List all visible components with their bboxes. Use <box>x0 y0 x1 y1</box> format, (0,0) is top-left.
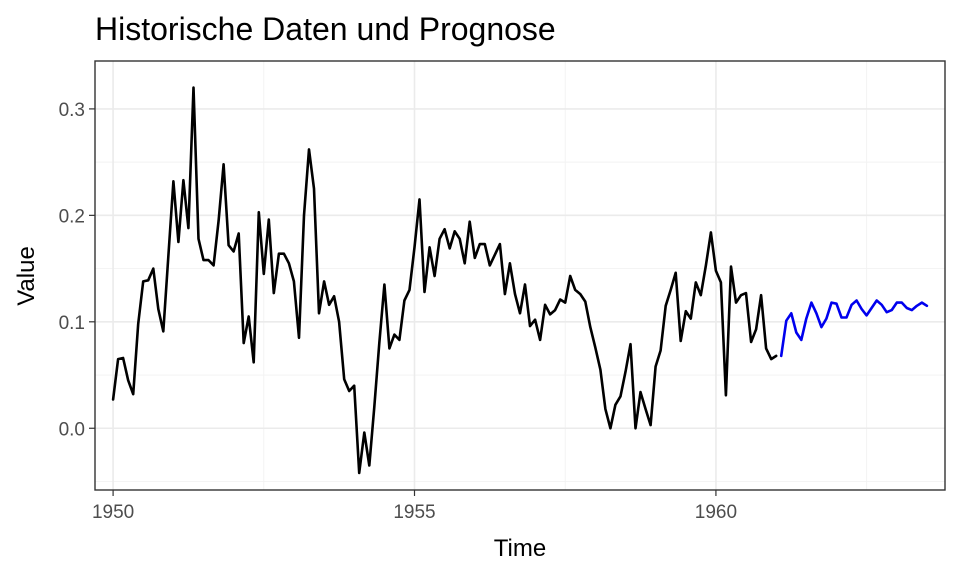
forecast-series-line <box>779 299 929 358</box>
x-tick-label: 1955 <box>393 502 435 523</box>
y-tick-label: 0.1 <box>59 313 85 334</box>
y-tick-label: 0.3 <box>59 100 85 121</box>
axis-layer: 1950 1955 1960 0.0 0.1 0.2 0.3 <box>59 100 737 523</box>
x-tick-label: 1950 <box>92 502 134 523</box>
y-tick-label: 0.2 <box>59 206 85 227</box>
historical-series-line <box>111 86 778 475</box>
x-axis-title: Time <box>494 535 546 562</box>
y-tick-label: 0.0 <box>59 419 85 440</box>
x-tick-label: 1960 <box>695 502 737 523</box>
y-axis-title: Value <box>13 246 40 306</box>
plot-border <box>94 60 946 491</box>
grid <box>95 61 945 490</box>
plot-background <box>95 61 945 490</box>
chart-title: Historische Daten und Prognose <box>95 11 556 47</box>
series-layer <box>111 86 929 475</box>
